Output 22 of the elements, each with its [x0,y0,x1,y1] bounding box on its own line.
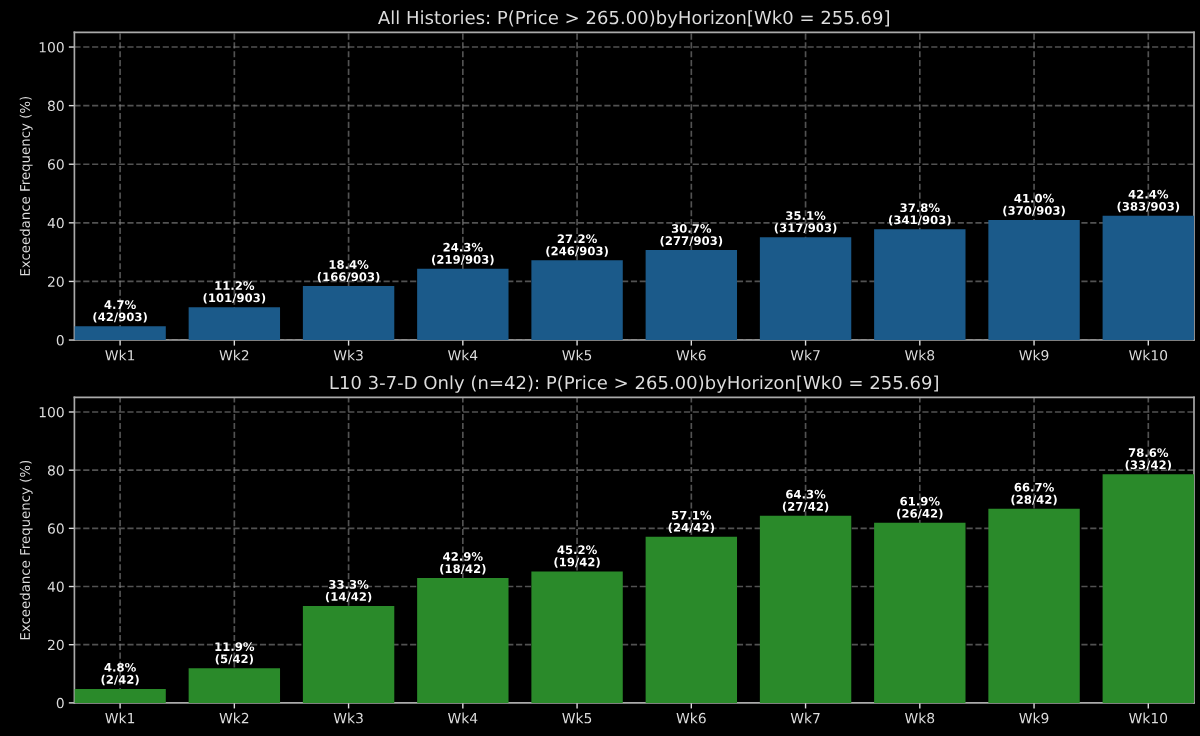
bar [188,307,281,341]
bar [531,571,623,703]
bar [874,522,966,703]
bar [1102,474,1194,703]
bar [645,250,738,341]
bar [188,668,281,703]
bar [645,536,738,703]
bar [74,688,166,703]
bar [531,260,623,341]
bar [988,508,1080,703]
bar [759,515,852,703]
bar [874,229,966,341]
bar [302,286,395,341]
bar [988,219,1080,341]
chart-title: L10 3-7-D Only (n=42): P(Price > 265.00)byHorizon[Wk0 = 255.69] [330,375,938,393]
bar [417,268,509,341]
bar [417,578,509,703]
bar [74,326,166,341]
bar [302,606,395,703]
bar [1102,215,1194,341]
chart-title: All Histories: P(Price > 265.00)byHorizon[Wk0 = 255.69] [378,10,889,28]
bar [759,237,852,341]
